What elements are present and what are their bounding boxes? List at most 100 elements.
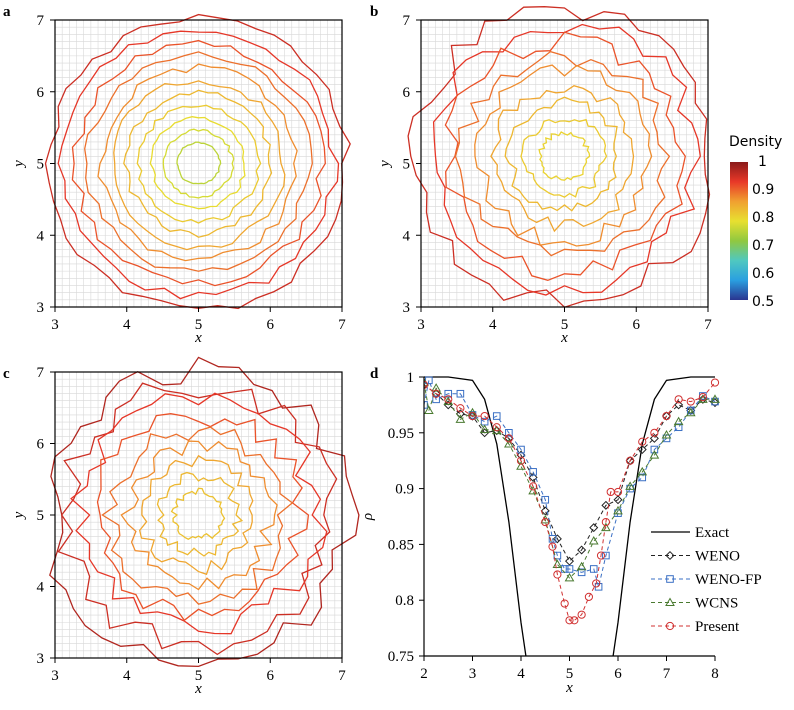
circle-marker bbox=[456, 404, 465, 413]
contour-line bbox=[407, 6, 711, 308]
diamond-marker bbox=[698, 394, 708, 404]
y-tick-label: 6 bbox=[37, 437, 45, 453]
y-tick-label: 7 bbox=[403, 13, 411, 29]
y-tick-label: 4 bbox=[403, 228, 411, 244]
x-tick-label: 2 bbox=[420, 666, 428, 682]
y-tick-label: 3 bbox=[37, 651, 45, 667]
square-marker bbox=[666, 575, 674, 583]
colorbar-tick: 0.7 bbox=[752, 238, 774, 254]
y-tick-label: 5 bbox=[37, 157, 45, 173]
diamond-marker bbox=[455, 409, 465, 419]
contour-line bbox=[120, 440, 278, 591]
circle-marker bbox=[504, 434, 513, 443]
circle-marker bbox=[626, 456, 635, 465]
circle-marker bbox=[560, 599, 569, 608]
contour-line bbox=[57, 30, 340, 300]
square-marker bbox=[674, 423, 683, 432]
contour-line bbox=[538, 131, 591, 181]
square-marker bbox=[602, 551, 610, 560]
diamond-marker bbox=[480, 428, 490, 438]
x-tick-label: 6 bbox=[614, 666, 622, 682]
x-tick-label: 7 bbox=[704, 317, 712, 333]
x-axis-label: x bbox=[560, 330, 568, 346]
circle-marker bbox=[548, 542, 557, 551]
circle-marker bbox=[516, 456, 526, 465]
legend-label: WCNS bbox=[695, 596, 738, 612]
x-tick-label: 7 bbox=[663, 666, 671, 682]
panel-label-c: c bbox=[3, 366, 10, 382]
contour-plot-b: 3 4 5 6 7 3 4 5 6 7 x y bbox=[377, 6, 712, 346]
triangle-marker bbox=[576, 561, 587, 571]
circle-marker bbox=[592, 579, 601, 588]
y-tick-label: 6 bbox=[37, 85, 45, 101]
circle-marker bbox=[570, 616, 579, 625]
y-tick-label: 7 bbox=[37, 365, 45, 381]
circle-marker bbox=[674, 395, 683, 404]
x-tick-label: 3 bbox=[51, 317, 59, 333]
contour-plot-c: 3 4 5 6 7 3 4 5 6 7 x y bbox=[11, 356, 360, 697]
contour-line bbox=[176, 141, 222, 185]
square-marker bbox=[686, 406, 695, 415]
y-tick-label: 5 bbox=[37, 508, 45, 524]
circle-marker bbox=[577, 610, 586, 619]
square-marker bbox=[589, 565, 598, 573]
x-tick-label: 5 bbox=[566, 666, 574, 682]
square-marker bbox=[577, 568, 586, 577]
circle-marker bbox=[638, 437, 647, 446]
circle-marker bbox=[444, 395, 453, 404]
triangle-marker bbox=[564, 572, 575, 582]
panel-label-b: b bbox=[370, 4, 378, 20]
colorbar-title: Density bbox=[729, 134, 782, 150]
circle-marker bbox=[541, 517, 550, 527]
contour-line bbox=[138, 454, 254, 576]
triangle-marker bbox=[625, 481, 635, 490]
legend-item: WENO bbox=[651, 549, 740, 565]
x-tick-label: 6 bbox=[633, 317, 641, 333]
contour-line bbox=[123, 89, 273, 238]
series-group bbox=[424, 376, 720, 656]
square-marker bbox=[505, 429, 513, 437]
triangle-marker bbox=[504, 438, 514, 448]
y-tick-label: 0.8 bbox=[395, 593, 414, 609]
legend-label: Exact bbox=[695, 525, 730, 541]
circle-marker bbox=[601, 517, 610, 527]
triangle-marker bbox=[649, 450, 660, 459]
triangle-marker bbox=[698, 394, 708, 403]
diamond-marker bbox=[540, 506, 550, 516]
colorbar-tick: 0.8 bbox=[752, 210, 774, 226]
legend-item: Present bbox=[651, 619, 740, 635]
square-marker bbox=[548, 535, 557, 543]
x-tick-label: 3 bbox=[417, 317, 425, 333]
circle-marker bbox=[529, 482, 538, 491]
y-tick-label: 0.95 bbox=[388, 426, 414, 442]
y-tick-label: 6 bbox=[403, 85, 411, 101]
triangle-marker bbox=[710, 394, 720, 403]
triangle-marker bbox=[601, 522, 611, 532]
circle-marker bbox=[698, 392, 707, 402]
contour-line bbox=[101, 426, 294, 605]
circle-marker bbox=[613, 487, 623, 497]
panel-label-a: a bbox=[3, 4, 11, 20]
colorbar-tick: 0.5 bbox=[752, 294, 774, 310]
square-marker bbox=[492, 412, 501, 420]
contour-line bbox=[490, 84, 635, 233]
y-tick-label: 0.85 bbox=[388, 537, 414, 553]
x-axis-label: x bbox=[194, 330, 202, 346]
circle-marker bbox=[710, 378, 720, 387]
diamond-marker bbox=[710, 398, 720, 408]
diamond-marker bbox=[589, 523, 599, 533]
circle-marker bbox=[596, 551, 606, 560]
square-marker bbox=[529, 468, 537, 476]
x-axis-label: x bbox=[565, 680, 573, 696]
circle-marker bbox=[565, 616, 574, 625]
legend-item: WENO-FP bbox=[651, 572, 762, 588]
contour-line bbox=[454, 50, 671, 257]
legend-label: WENO-FP bbox=[695, 572, 762, 588]
contour-line bbox=[44, 13, 351, 310]
triangle-marker bbox=[637, 466, 648, 476]
x-tick-label: 5 bbox=[561, 317, 569, 333]
diamond-marker bbox=[528, 472, 538, 482]
contour-line bbox=[149, 116, 246, 210]
